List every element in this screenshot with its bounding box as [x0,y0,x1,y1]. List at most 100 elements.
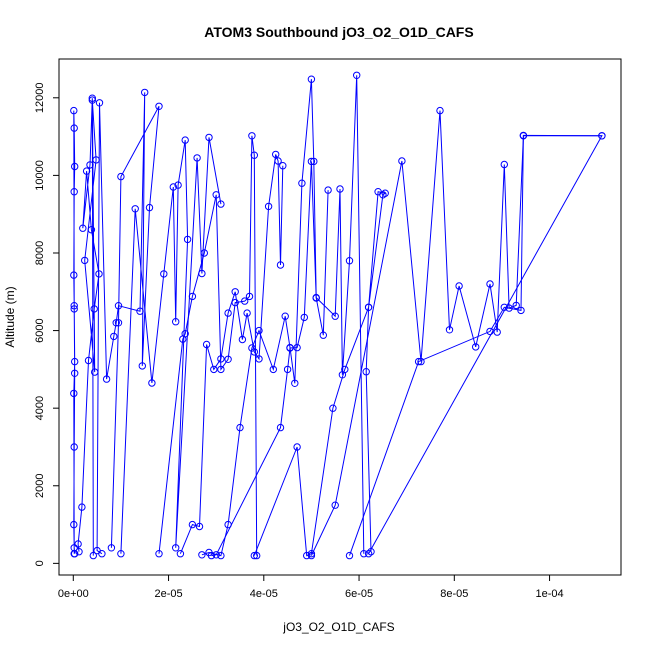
data-point [472,343,480,351]
data-point [436,106,444,115]
series-line-2 [77,98,100,556]
y-tick-label: 4000 [34,396,46,420]
data-point [70,106,78,115]
data-point [138,362,147,370]
data-point [89,551,98,560]
data-point [195,522,204,531]
data-point [70,124,78,132]
data-point [82,167,91,175]
data-point [250,551,259,560]
data-point [136,307,144,315]
data-point [71,369,79,377]
data-point [379,191,387,199]
data-point [331,501,339,509]
data-point [341,365,349,374]
data-point [117,172,125,181]
data-point [414,357,423,366]
data-point [117,550,125,558]
data-point [110,332,118,341]
data-point [198,269,206,278]
chart-title: ATOM3 Southbound jO3_O2_O1D_CAFS [204,24,473,40]
series-line-1 [73,110,76,554]
data-point [70,188,78,196]
data-point [205,133,213,142]
data-point [79,224,87,232]
data-point [381,189,389,197]
data-point [319,331,327,339]
data-point [74,540,82,548]
y-tick-label: 8000 [34,241,46,265]
data-point [172,544,180,552]
y-axis-label: Altitude (m) [3,286,17,347]
data-point [107,544,116,552]
data-point [70,389,78,398]
data-point [286,344,294,352]
data-point [70,305,78,313]
data-point [88,96,97,104]
data-point [276,423,285,432]
data-point [298,179,306,187]
data-point [183,235,192,244]
data-point [236,423,244,432]
data-point [207,551,216,560]
data-point [70,443,78,451]
data-point [88,94,97,102]
data-point [250,151,259,159]
data-point [169,183,178,191]
data-point [238,335,247,344]
series-line-4 [120,137,222,554]
data-point [160,270,168,278]
series-line-9 [253,191,387,557]
data-point [181,136,189,144]
data-point [198,551,206,559]
data-point [70,520,78,529]
data-point [517,306,525,315]
x-tick-label: 8e-05 [440,588,468,600]
data-point [231,288,239,296]
data-point [86,161,94,169]
data-point [272,150,280,159]
data-point [500,303,508,311]
data-point [598,132,606,140]
data-point [293,343,301,352]
data-point [329,404,337,412]
x-tick-label: 1e-04 [535,588,563,600]
data-point [398,157,406,165]
data-point [345,551,354,560]
data-point [114,302,123,310]
data-point [217,355,225,363]
x-tick-label: 4e-05 [250,588,278,600]
data-point [114,319,123,327]
data-point [212,191,220,199]
data-point [324,186,332,194]
series-line-6 [179,154,284,554]
data-point [91,368,99,376]
data-point [93,546,101,555]
data-point [307,157,316,166]
data-point [231,298,239,307]
data-point [71,162,79,171]
series-line-8 [211,75,365,557]
data-point [202,340,211,349]
data-point [78,503,86,511]
series-line-10 [310,110,602,556]
y-tick-label: 2000 [34,474,46,498]
data-point [331,312,339,320]
y-tick-label: 12000 [34,83,46,114]
data-point [210,365,218,374]
data-point [519,131,528,140]
data-point [362,368,370,376]
data-point [174,181,182,189]
data-point [217,551,225,560]
data-point [303,551,311,560]
data-point [95,99,104,107]
data-point [493,328,501,336]
data-point [364,550,373,558]
data-point [255,355,263,363]
data-point [276,261,285,269]
data-point [112,319,120,327]
x-tick-label: 0e+00 [58,588,89,600]
data-point [212,551,220,559]
data-point [455,282,463,290]
